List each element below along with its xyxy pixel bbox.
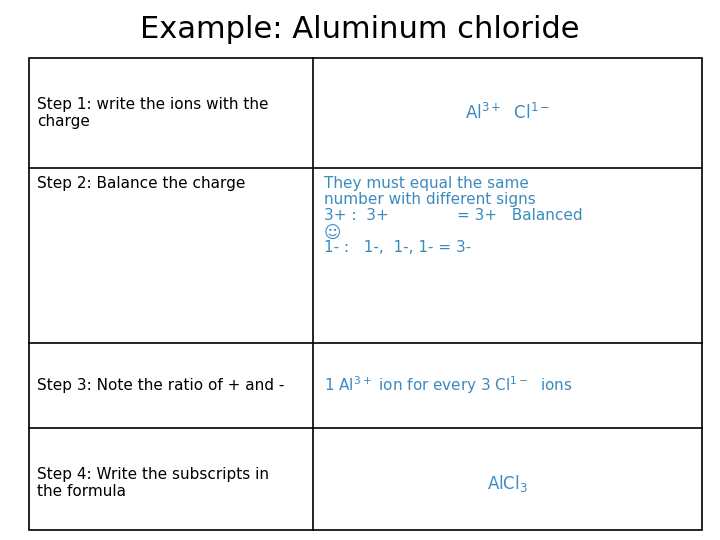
Text: Step 2: Balance the charge: Step 2: Balance the charge [37, 176, 246, 191]
Text: Step 1: write the ions with the
charge: Step 1: write the ions with the charge [37, 97, 269, 129]
Text: AlCl$_3$: AlCl$_3$ [487, 472, 528, 494]
Bar [29, 58, 702, 530]
Text: Step 4: Write the subscripts in
the formula: Step 4: Write the subscripts in the form… [37, 467, 269, 499]
Text: number with different signs: number with different signs [324, 192, 536, 207]
Text: 1 Al$^{3+}$ ion for every 3 Cl$^{1-}$  ions: 1 Al$^{3+}$ ion for every 3 Cl$^{1-}$ io… [324, 375, 572, 396]
Text: 3+ :  3+              = 3+   Balanced: 3+ : 3+ = 3+ Balanced [324, 208, 582, 223]
Text: 1- :   1-,  1-, 1- = 3-: 1- : 1-, 1-, 1- = 3- [324, 240, 472, 255]
Text: They must equal the same: They must equal the same [324, 176, 529, 191]
Text: Example: Aluminum chloride: Example: Aluminum chloride [140, 16, 580, 44]
Text: Al$^{3+}$  Cl$^{1-}$: Al$^{3+}$ Cl$^{1-}$ [465, 103, 550, 123]
Text: ☺: ☺ [324, 224, 341, 242]
Text: Step 3: Note the ratio of + and -: Step 3: Note the ratio of + and - [37, 378, 285, 393]
